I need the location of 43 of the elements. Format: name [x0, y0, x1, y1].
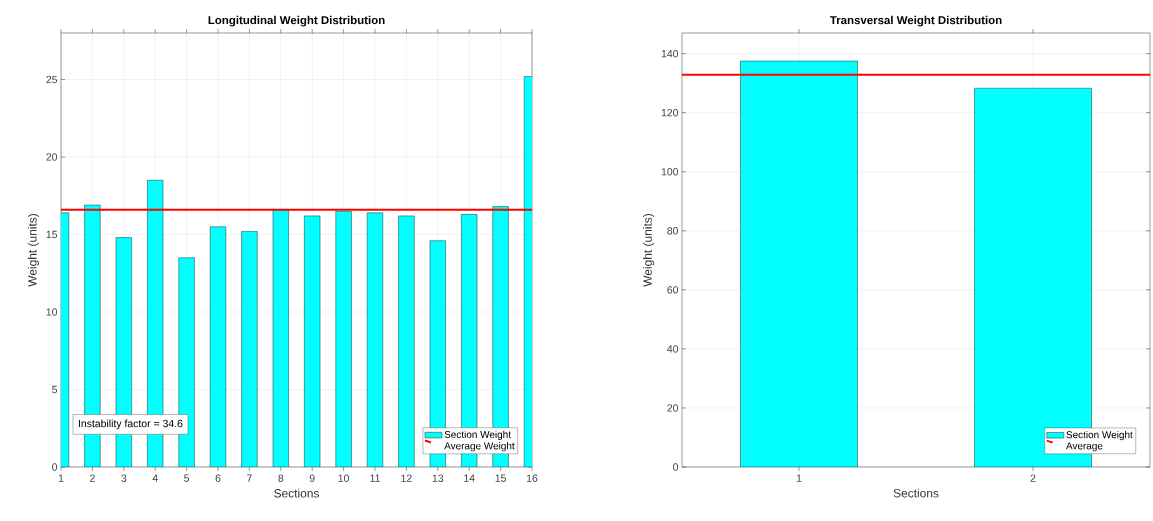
chart-title: Longitudinal Weight Distribution: [208, 15, 385, 27]
legend-label: Average: [1065, 442, 1103, 452]
y-axis-title: Weight (units): [27, 214, 40, 287]
x-tick-label: 10: [338, 474, 350, 482]
y-axis-title: Weight (units): [643, 214, 655, 287]
y-tick-label: 100: [661, 168, 679, 176]
x-axis-title: Sections: [893, 488, 939, 498]
y-tick-label: 10: [46, 308, 58, 316]
legend-label: Section Weight: [1066, 430, 1133, 441]
y-tick-label: 0: [673, 463, 679, 471]
x-tick-label: 9: [309, 474, 315, 482]
y-tick-label: 25: [46, 75, 58, 84]
x-tick-label: 16: [526, 474, 538, 482]
annotation: Instability factor = 34.6: [78, 419, 183, 430]
x-tick-label: 15: [495, 474, 506, 482]
x-tick-label: 5: [184, 474, 190, 482]
x-tick-label: 1: [796, 474, 802, 482]
x-tick-label: 4: [152, 474, 158, 482]
x-axis-title: Sections: [274, 488, 319, 498]
x-tick-label: 3: [121, 474, 127, 482]
y-tick-label: 140: [661, 49, 679, 58]
x-tick-label: 7: [247, 474, 252, 482]
x-tick-label: 2: [90, 474, 95, 482]
y-tick-label: 120: [661, 109, 679, 117]
chart-title: Transversal Weight Distribution: [829, 15, 1002, 27]
y-tick-label: 5: [52, 385, 58, 394]
x-tick-label: 12: [401, 474, 412, 482]
y-tick-label: 20: [46, 153, 58, 161]
y-tick-label: 40: [667, 345, 679, 353]
x-tick-label: 13: [432, 474, 444, 482]
y-tick-label: 80: [667, 227, 679, 235]
x-tick-label: 6: [215, 474, 221, 482]
y-tick-label: 0: [52, 463, 58, 471]
x-tick-label: 14: [464, 474, 475, 482]
x-tick-label: 8: [278, 474, 284, 482]
x-tick-label: 11: [370, 474, 380, 482]
legend-label: Average Weight: [444, 442, 515, 452]
legend-label: Section Weight: [444, 430, 511, 441]
y-tick-label: 20: [667, 404, 679, 412]
x-tick-label: 1: [58, 474, 64, 482]
y-tick-label: 60: [667, 286, 679, 294]
y-tick-label: 15: [46, 230, 58, 239]
x-tick-label: 2: [1030, 474, 1036, 482]
